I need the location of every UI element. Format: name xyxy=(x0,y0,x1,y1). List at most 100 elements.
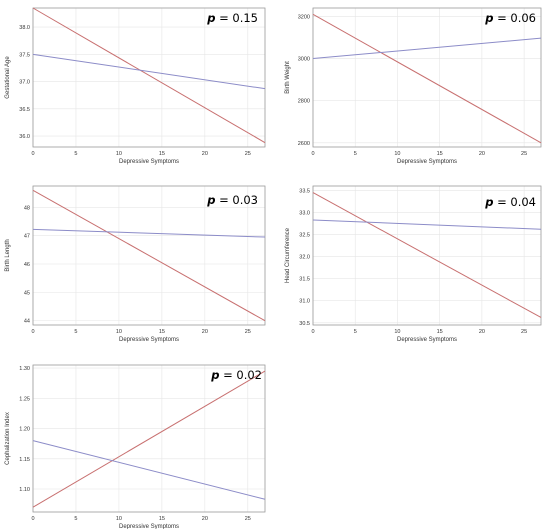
plot-frame xyxy=(312,7,542,148)
series-line-2 xyxy=(32,228,266,238)
y-tick-label: 37.5 xyxy=(19,52,30,58)
plot-frame xyxy=(32,185,266,326)
p-value-symbol: p xyxy=(210,368,219,382)
x-tick-label: 5 xyxy=(354,151,357,157)
y-tick-label: 2600 xyxy=(298,141,310,147)
y-tick-label: 44 xyxy=(24,319,30,325)
x-tick-label: 20 xyxy=(479,151,485,157)
x-tick-label: 0 xyxy=(311,329,314,335)
x-tick-label: 10 xyxy=(394,329,400,335)
x-tick-label: 5 xyxy=(354,329,357,335)
x-tick-label: 10 xyxy=(116,151,122,157)
series-line-2 xyxy=(32,440,266,500)
x-tick-label: 15 xyxy=(159,151,165,157)
y-axis-label: Head Circumference xyxy=(285,227,291,283)
p-value-text: = 0.03 xyxy=(215,193,258,207)
p-value-annotation: p = 0.02 xyxy=(210,368,262,382)
y-tick-label: 1.30 xyxy=(19,366,30,372)
x-tick-label: 25 xyxy=(521,151,527,157)
y-tick-label: 3200 xyxy=(298,14,310,20)
y-tick-label: 37.0 xyxy=(19,80,30,86)
y-tick-label: 36.0 xyxy=(19,134,30,140)
y-tick-label: 30.5 xyxy=(299,321,310,327)
y-tick-label: 1.15 xyxy=(19,457,30,463)
x-tick-label: 20 xyxy=(202,329,208,335)
p-value-symbol: p xyxy=(484,11,493,25)
series-line-2 xyxy=(312,219,542,230)
plot-frame xyxy=(312,185,542,326)
x-tick-label: 10 xyxy=(394,151,400,157)
p-value-annotation: p = 0.15 xyxy=(206,11,258,25)
series-line-1 xyxy=(32,7,266,144)
x-tick-label: 15 xyxy=(437,151,443,157)
chart-panel-1: 0 5 10 15 20 25 36.0 36.5 37.0 37.5 38.0 Depressive… xyxy=(5,7,266,165)
y-tick-label: 33.0 xyxy=(299,210,310,216)
x-tick-label: 5 xyxy=(74,516,77,522)
chart-panel-2: 0 5 10 15 20 25 2600 2800 3000 3200 Depressive Sym… xyxy=(285,7,542,165)
y-tick-label: 1.10 xyxy=(19,487,30,493)
chart-panel-3: 0 5 10 15 20 25 44 45 46 47 48 Depressive Symptoms B… xyxy=(5,185,266,343)
p-value-symbol: p xyxy=(206,11,215,25)
y-tick-label: 32.5 xyxy=(299,233,310,239)
x-tick-label: 10 xyxy=(116,516,122,522)
y-tick-label: 45 xyxy=(24,290,30,296)
p-value-annotation: p = 0.04 xyxy=(484,195,536,209)
y-tick-label: 36.5 xyxy=(19,107,30,113)
y-tick-label: 48 xyxy=(24,205,30,211)
series-line-2 xyxy=(32,53,266,90)
y-tick-label: 38.0 xyxy=(19,25,30,31)
y-axis-label: Cephalization Index xyxy=(5,412,11,465)
x-axis-label: Depressive Symptoms xyxy=(397,337,457,343)
x-tick-label: 25 xyxy=(245,151,251,157)
x-tick-label: 5 xyxy=(74,151,77,157)
series-line-1 xyxy=(32,189,266,322)
plot-frame xyxy=(32,364,266,513)
y-tick-label: 32.0 xyxy=(299,255,310,261)
plot-frame xyxy=(32,7,266,148)
p-value-text: = 0.15 xyxy=(215,11,258,25)
plot-area xyxy=(33,8,265,147)
p-value-symbol: p xyxy=(484,195,493,209)
x-axis-label: Depressive Symptoms xyxy=(119,524,179,529)
x-tick-label: 15 xyxy=(437,329,443,335)
x-tick-label: 5 xyxy=(74,329,77,335)
series-line-1 xyxy=(32,370,266,508)
p-value-text: = 0.04 xyxy=(493,195,536,209)
x-axis-label: Depressive Symptoms xyxy=(119,337,179,343)
x-tick-label: 20 xyxy=(202,516,208,522)
y-tick-label: 46 xyxy=(24,262,30,268)
p-value-symbol: p xyxy=(206,193,215,207)
x-tick-label: 0 xyxy=(311,151,314,157)
plot-area xyxy=(33,365,265,512)
x-tick-label: 25 xyxy=(245,516,251,522)
x-tick-label: 0 xyxy=(31,329,34,335)
y-tick-label: 1.25 xyxy=(19,396,30,402)
x-tick-label: 20 xyxy=(202,151,208,157)
x-axis-label: Depressive Symptoms xyxy=(397,159,457,165)
y-axis-label: Birth Weight xyxy=(285,61,291,94)
chart-panel-4: 0 5 10 15 20 25 30.5 31.0 31.5 32.0 32.5 33.0 33.5 De… xyxy=(285,185,542,343)
y-tick-label: 47 xyxy=(24,234,30,240)
chart-panel-5: 0 5 10 15 20 25 1.10 1.15 1.20 1.25 1.30 Depressive… xyxy=(5,364,266,529)
x-tick-label: 0 xyxy=(31,151,34,157)
y-tick-label: 2800 xyxy=(298,99,310,105)
series-line-1 xyxy=(312,13,542,144)
x-tick-label: 10 xyxy=(116,329,122,335)
y-axis-label: Gestational Age xyxy=(5,56,11,99)
plot-area xyxy=(313,8,541,147)
y-tick-label: 33.5 xyxy=(299,188,310,194)
x-tick-label: 15 xyxy=(159,329,165,335)
y-tick-label: 31.0 xyxy=(299,299,310,305)
x-tick-label: 20 xyxy=(479,329,485,335)
p-value-annotation: p = 0.03 xyxy=(206,193,258,207)
x-axis-label: Depressive Symptoms xyxy=(119,159,179,165)
y-tick-label: 31.5 xyxy=(299,277,310,283)
series-line-2 xyxy=(312,37,542,60)
x-tick-label: 0 xyxy=(31,516,34,522)
y-tick-label: 3000 xyxy=(298,57,310,63)
x-tick-label: 25 xyxy=(245,329,251,335)
series-line-1 xyxy=(312,192,542,318)
p-value-annotation: p = 0.06 xyxy=(484,11,536,25)
x-tick-label: 25 xyxy=(521,329,527,335)
